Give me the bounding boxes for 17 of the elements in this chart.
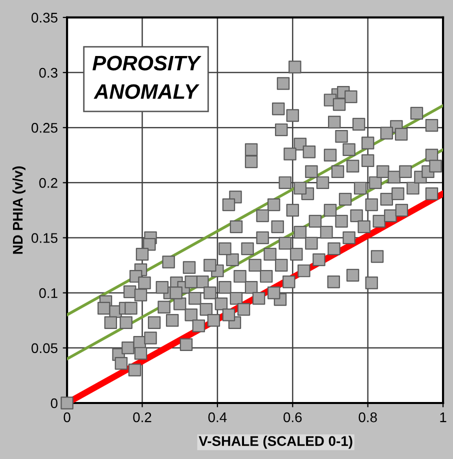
y-axis-title: ND PHIA (v/v) bbox=[12, 166, 26, 254]
x-tick-label: 0.2 bbox=[133, 412, 152, 422]
y-tick-label: 0.2 bbox=[39, 178, 58, 188]
y-tick-label: 0.25 bbox=[32, 122, 58, 133]
x-tick-label: 1 bbox=[440, 412, 446, 422]
y-tick-label: 0.15 bbox=[32, 233, 58, 243]
y-tick-label: 0 bbox=[50, 398, 58, 408]
annotation: POROSITY ANOMALY bbox=[92, 56, 202, 99]
x-tick-label: 0.4 bbox=[208, 412, 227, 422]
y-tick-label: 0.3 bbox=[39, 68, 58, 78]
x-axis-title: V-SHALE (SCALED 0-1) bbox=[198, 436, 352, 449]
y-tick-label: 0.05 bbox=[32, 343, 58, 354]
x-tick-label: 0.8 bbox=[358, 412, 377, 422]
y-tick-label: 0.35 bbox=[32, 12, 58, 23]
y-tick-label: 0.1 bbox=[39, 288, 58, 298]
x-tick-label: 0 bbox=[64, 412, 70, 422]
x-tick-label: 0.6 bbox=[284, 412, 302, 422]
